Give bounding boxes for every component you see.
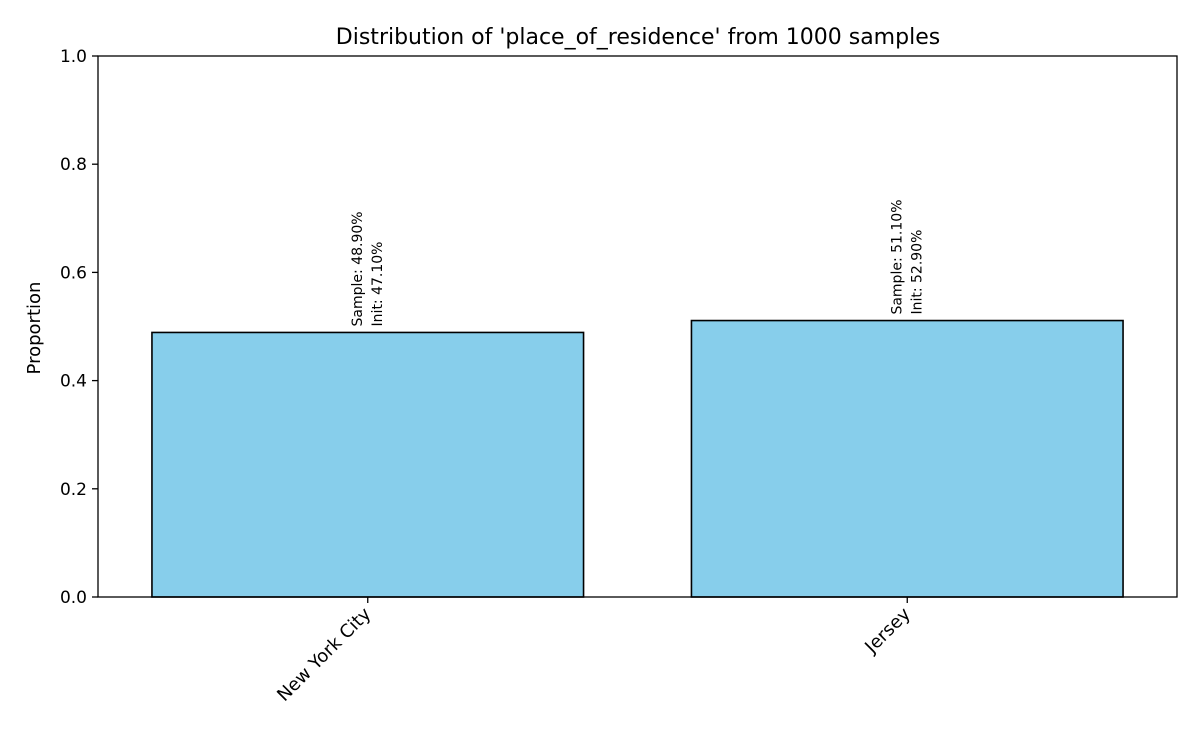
- y-tick-label: 0.2: [60, 480, 87, 500]
- x-tick-label: Jersey: [860, 603, 915, 658]
- y-tick-label: 0.0: [60, 588, 87, 608]
- bar-data-label: Sample: 48.90%: [350, 211, 366, 326]
- bars-group: Sample: 48.90% Init: 47.10% Sample: 51.10%…: [151, 200, 1124, 598]
- y-tick-label: 1.0: [60, 47, 87, 67]
- y-tick-label: 0.4: [60, 372, 87, 392]
- bar-data-label: Sample: 51.10%: [889, 200, 905, 315]
- bar-data-label: Init: 47.10%: [370, 242, 386, 327]
- x-tick-label: New York City: [273, 603, 375, 705]
- y-tick-label: 0.6: [60, 263, 87, 283]
- bar: [690, 319, 1124, 598]
- bar: [151, 331, 585, 598]
- x-axis: New York City Jersey: [273, 597, 915, 706]
- plot-frame: [97, 55, 1178, 598]
- y-tick-label: 0.8: [60, 155, 87, 175]
- y-axis-label: Proportion: [24, 282, 45, 375]
- y-axis: 0.0 0.2 0.4 0.6 0.8 1.0: [60, 47, 98, 608]
- bar-data-label: Init: 52.90%: [909, 230, 925, 315]
- chart-title: Distribution of 'place_of_residence' fro…: [336, 25, 940, 50]
